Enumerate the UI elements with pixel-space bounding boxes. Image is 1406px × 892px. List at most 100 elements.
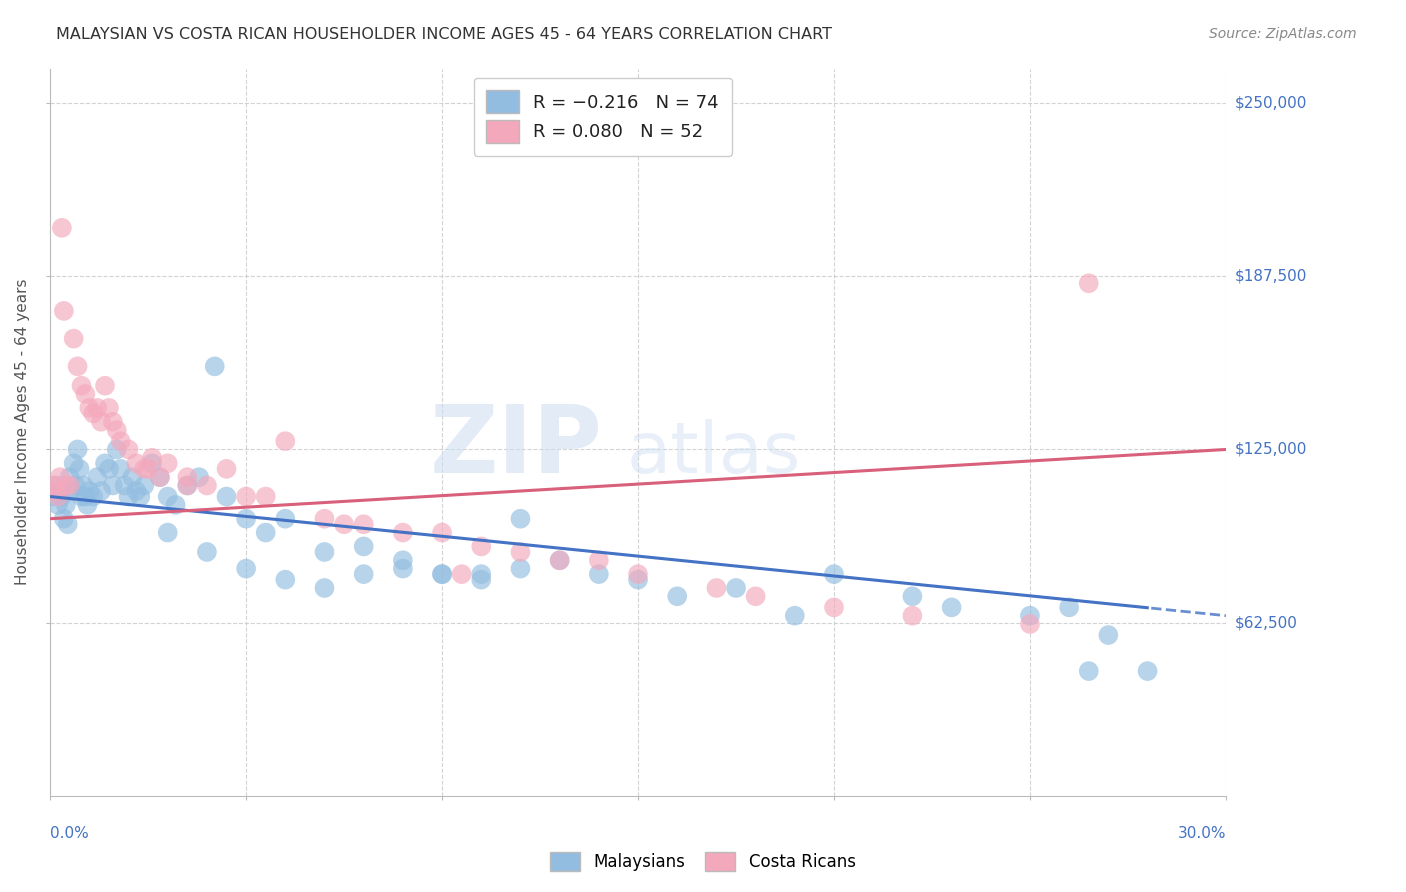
Point bbox=[149, 470, 172, 484]
Point bbox=[110, 462, 132, 476]
Point bbox=[117, 442, 139, 457]
Point bbox=[176, 478, 198, 492]
Point bbox=[60, 483, 83, 498]
Point bbox=[724, 581, 747, 595]
Point bbox=[706, 581, 728, 595]
Point bbox=[141, 456, 163, 470]
Point bbox=[62, 332, 84, 346]
Point bbox=[823, 600, 845, 615]
Point bbox=[76, 498, 98, 512]
Point bbox=[1077, 277, 1099, 291]
Point bbox=[52, 512, 75, 526]
Point bbox=[69, 462, 91, 476]
Point bbox=[75, 387, 97, 401]
Point bbox=[72, 478, 94, 492]
Point bbox=[125, 483, 148, 498]
Point bbox=[1019, 617, 1042, 632]
Point bbox=[392, 525, 415, 540]
Point bbox=[430, 567, 453, 582]
Point bbox=[470, 573, 492, 587]
Point bbox=[149, 470, 172, 484]
Point bbox=[274, 434, 297, 449]
Point bbox=[450, 567, 472, 582]
Point bbox=[509, 545, 531, 559]
Point bbox=[430, 567, 453, 582]
Point bbox=[129, 490, 152, 504]
Point bbox=[627, 567, 650, 582]
Point bbox=[62, 456, 84, 470]
Point bbox=[470, 540, 492, 554]
Point bbox=[314, 512, 336, 526]
Point bbox=[941, 600, 963, 615]
Legend: Malaysians, Costa Ricans: Malaysians, Costa Ricans bbox=[541, 843, 865, 880]
Text: 30.0%: 30.0% bbox=[1177, 826, 1226, 841]
Point bbox=[235, 490, 257, 504]
Point bbox=[82, 490, 104, 504]
Point bbox=[105, 442, 128, 457]
Point bbox=[823, 567, 845, 582]
Point bbox=[79, 401, 101, 415]
Point bbox=[49, 483, 72, 498]
Point bbox=[117, 490, 139, 504]
Point bbox=[195, 545, 218, 559]
Point bbox=[90, 415, 112, 429]
Point bbox=[97, 401, 120, 415]
Text: 0.0%: 0.0% bbox=[51, 826, 89, 841]
Point bbox=[70, 378, 93, 392]
Point bbox=[353, 517, 375, 532]
Point bbox=[51, 490, 73, 504]
Point bbox=[45, 483, 67, 498]
Text: Source: ZipAtlas.com: Source: ZipAtlas.com bbox=[1209, 27, 1357, 41]
Point bbox=[314, 545, 336, 559]
Point bbox=[470, 567, 492, 582]
Point bbox=[97, 462, 120, 476]
Point bbox=[176, 478, 198, 492]
Point bbox=[79, 483, 101, 498]
Text: $125,000: $125,000 bbox=[1234, 442, 1306, 457]
Point bbox=[134, 478, 156, 492]
Point bbox=[110, 434, 132, 449]
Point bbox=[59, 478, 82, 492]
Point bbox=[56, 517, 79, 532]
Point bbox=[254, 525, 277, 540]
Point bbox=[588, 567, 610, 582]
Point bbox=[86, 470, 108, 484]
Point bbox=[86, 401, 108, 415]
Text: $250,000: $250,000 bbox=[1234, 95, 1306, 111]
Point bbox=[70, 490, 93, 504]
Point bbox=[55, 478, 77, 492]
Point bbox=[509, 512, 531, 526]
Point bbox=[1019, 608, 1042, 623]
Point bbox=[666, 589, 689, 603]
Point bbox=[1057, 600, 1080, 615]
Point bbox=[901, 589, 924, 603]
Point bbox=[235, 561, 257, 575]
Point bbox=[125, 456, 148, 470]
Point bbox=[588, 553, 610, 567]
Point bbox=[744, 589, 766, 603]
Point bbox=[1097, 628, 1119, 642]
Point bbox=[188, 470, 211, 484]
Point bbox=[121, 470, 143, 484]
Point bbox=[314, 581, 336, 595]
Point bbox=[101, 478, 124, 492]
Point bbox=[783, 608, 806, 623]
Point bbox=[94, 378, 117, 392]
Point bbox=[204, 359, 226, 374]
Point bbox=[254, 490, 277, 504]
Point bbox=[1077, 664, 1099, 678]
Point bbox=[94, 456, 117, 470]
Point bbox=[901, 608, 924, 623]
Point bbox=[215, 490, 238, 504]
Point bbox=[52, 304, 75, 318]
Text: MALAYSIAN VS COSTA RICAN HOUSEHOLDER INCOME AGES 45 - 64 YEARS CORRELATION CHART: MALAYSIAN VS COSTA RICAN HOUSEHOLDER INC… bbox=[56, 27, 832, 42]
Point bbox=[114, 478, 136, 492]
Point bbox=[105, 423, 128, 437]
Point bbox=[46, 498, 69, 512]
Point bbox=[156, 456, 179, 470]
Point bbox=[65, 478, 87, 492]
Point bbox=[353, 540, 375, 554]
Point bbox=[392, 561, 415, 575]
Point bbox=[274, 573, 297, 587]
Point bbox=[42, 490, 65, 504]
